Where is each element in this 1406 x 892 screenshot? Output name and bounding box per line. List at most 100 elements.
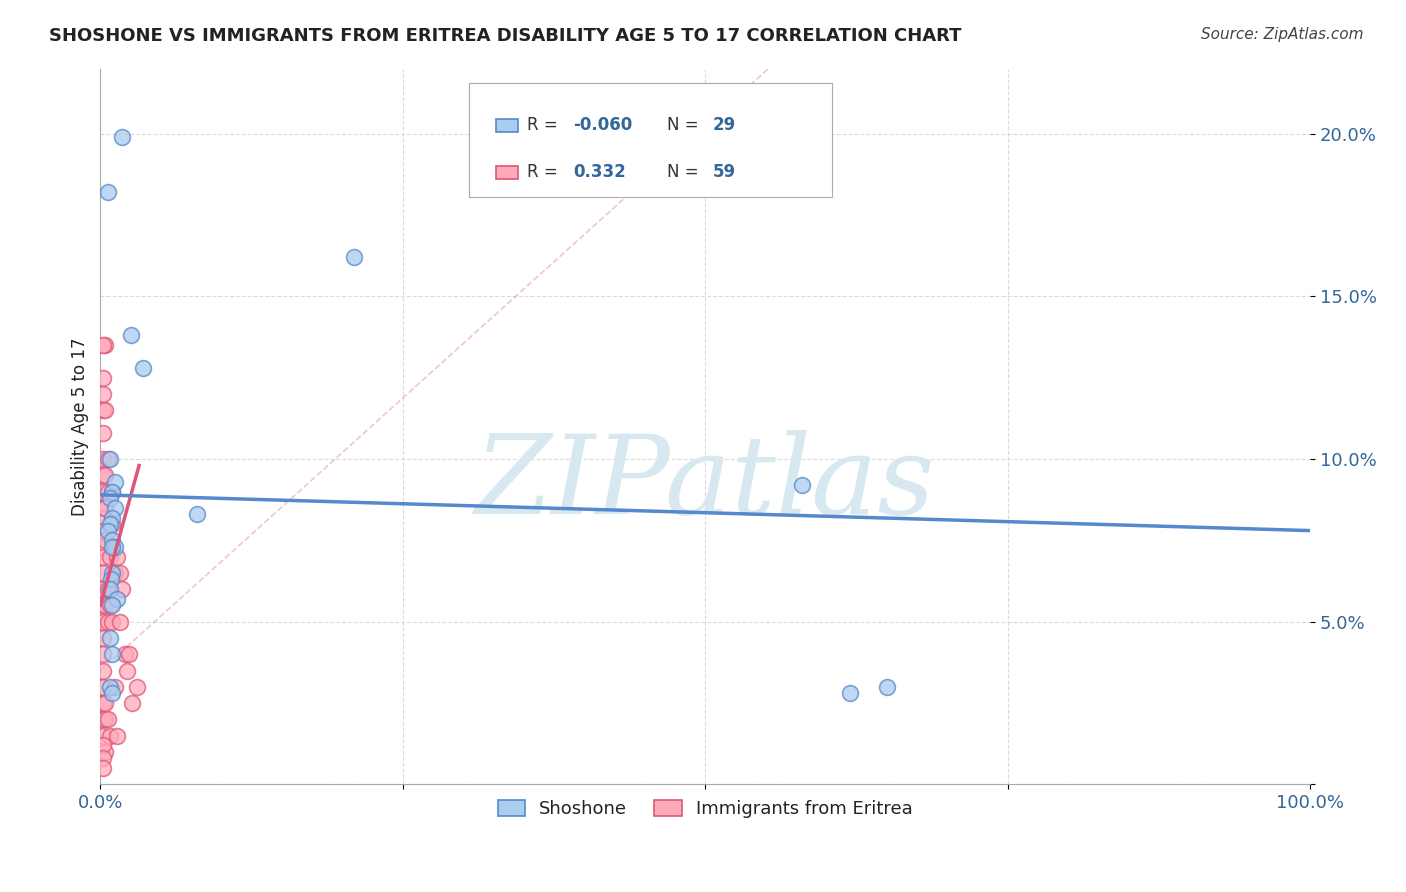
Point — [94, 500, 117, 515]
Point — [91, 484, 114, 499]
Point — [94, 468, 117, 483]
Point — [101, 533, 124, 548]
Point — [94, 338, 117, 352]
Point — [91, 664, 114, 678]
Point — [101, 540, 124, 554]
Point — [91, 370, 114, 384]
Point — [111, 129, 134, 144]
Point — [91, 631, 114, 645]
Point — [91, 680, 114, 694]
Point — [104, 680, 127, 694]
Point — [104, 566, 127, 580]
Point — [125, 680, 148, 694]
Point — [131, 360, 153, 375]
Point — [101, 517, 124, 532]
Point — [101, 647, 124, 661]
Point — [105, 729, 128, 743]
Point — [114, 647, 136, 661]
Point — [91, 338, 114, 352]
Point — [105, 591, 128, 606]
Point — [91, 425, 114, 440]
Point — [91, 387, 114, 401]
Text: ZIPatlas: ZIPatlas — [475, 430, 935, 538]
Point — [98, 729, 121, 743]
FancyBboxPatch shape — [496, 166, 517, 178]
Point — [91, 751, 114, 765]
Point — [101, 484, 124, 499]
Point — [876, 680, 898, 694]
Point — [104, 475, 127, 489]
Point — [98, 549, 121, 564]
Point — [97, 582, 120, 597]
Point — [94, 403, 117, 417]
Point — [101, 566, 124, 580]
Point — [91, 739, 114, 753]
Text: N =: N = — [666, 116, 703, 134]
Point — [91, 599, 114, 613]
Point — [105, 549, 128, 564]
Point — [94, 712, 117, 726]
Point — [91, 582, 114, 597]
Point — [94, 599, 117, 613]
Point — [94, 533, 117, 548]
Point — [98, 517, 121, 532]
Point — [97, 452, 120, 467]
Point — [98, 582, 121, 597]
Point — [98, 680, 121, 694]
FancyBboxPatch shape — [470, 83, 832, 197]
Point — [104, 540, 127, 554]
Point — [91, 500, 114, 515]
Point — [343, 250, 366, 264]
Point — [101, 484, 124, 499]
Point — [118, 647, 141, 661]
Point — [120, 328, 142, 343]
Point — [91, 549, 114, 564]
Point — [98, 631, 121, 645]
Point — [91, 403, 114, 417]
Point — [839, 686, 862, 700]
Text: 59: 59 — [713, 163, 735, 181]
Point — [97, 524, 120, 538]
Point — [91, 566, 114, 580]
Point — [186, 508, 208, 522]
Text: R =: R = — [527, 163, 564, 181]
Point — [94, 745, 117, 759]
Point — [91, 696, 114, 710]
Point — [91, 729, 114, 743]
Point — [108, 615, 131, 629]
Point — [91, 712, 114, 726]
Point — [91, 510, 114, 524]
Text: N =: N = — [666, 163, 703, 181]
Point — [101, 615, 124, 629]
Point — [111, 582, 134, 597]
Point — [97, 615, 120, 629]
Point — [100, 573, 122, 587]
Point — [790, 478, 813, 492]
Point — [91, 761, 114, 775]
Point — [104, 500, 127, 515]
Text: R =: R = — [527, 116, 564, 134]
Text: 29: 29 — [713, 116, 735, 134]
Point — [91, 615, 114, 629]
Point — [91, 468, 114, 483]
Point — [91, 524, 114, 538]
Text: 0.332: 0.332 — [574, 163, 626, 181]
Point — [115, 664, 138, 678]
FancyBboxPatch shape — [496, 119, 517, 131]
Point — [97, 484, 120, 499]
Point — [94, 696, 117, 710]
Point — [91, 540, 114, 554]
Point — [91, 647, 114, 661]
Point — [101, 686, 124, 700]
Y-axis label: Disability Age 5 to 17: Disability Age 5 to 17 — [72, 337, 89, 516]
Point — [97, 185, 120, 199]
Point — [98, 452, 121, 467]
Text: SHOSHONE VS IMMIGRANTS FROM ERITREA DISABILITY AGE 5 TO 17 CORRELATION CHART: SHOSHONE VS IMMIGRANTS FROM ERITREA DISA… — [49, 27, 962, 45]
Point — [101, 510, 124, 524]
Point — [91, 452, 114, 467]
Point — [121, 696, 143, 710]
Point — [101, 599, 124, 613]
Point — [98, 491, 121, 505]
Point — [108, 566, 131, 580]
Text: -0.060: -0.060 — [574, 116, 633, 134]
